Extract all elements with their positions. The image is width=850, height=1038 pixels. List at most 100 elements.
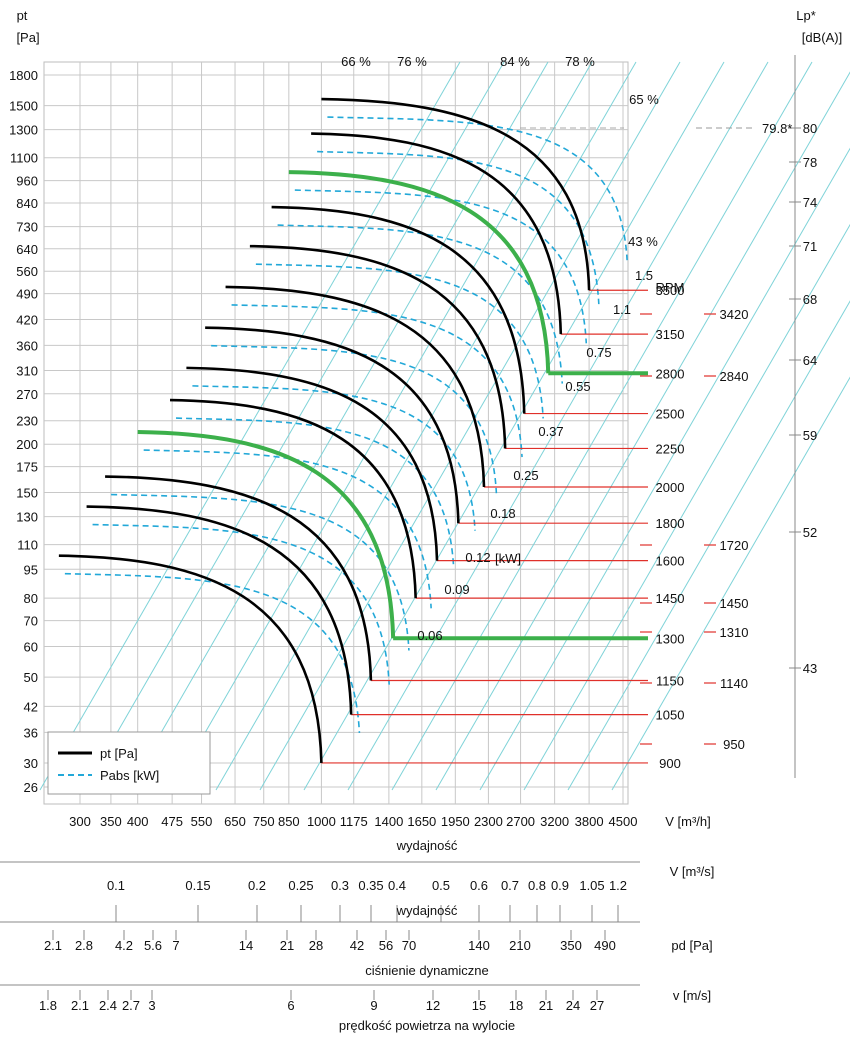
scale-tick-label: 490 [594, 938, 616, 953]
rpm-value-label: 2000 [656, 480, 685, 495]
efficiency-label: 78 % [565, 54, 595, 69]
y-tick-label: 360 [16, 338, 38, 353]
legend-box [47, 731, 211, 795]
power-label: 1.5 [635, 268, 653, 283]
side-rpm-label: 950 [723, 737, 745, 752]
system-line [83, 61, 505, 791]
power-curve-1600 [192, 385, 476, 531]
x-tick-label: 350 [100, 814, 122, 829]
pressure-curve-2500 [271, 205, 526, 414]
efficiency-label: 66 % [341, 54, 371, 69]
pd-scale-unit: pd [Pa] [671, 938, 712, 953]
scale-tick-label: 5.6 [144, 938, 162, 953]
rpm-value-label: 2800 [656, 366, 685, 381]
scale-tick-label: 2.7 [122, 998, 140, 1013]
rpm-value-label: 1450 [656, 591, 685, 606]
x-tick-label: 1400 [374, 814, 403, 829]
power-label: 0.06 [417, 628, 442, 643]
scale-tick-label: 0.4 [388, 878, 406, 893]
scale-tick-label: 4.2 [115, 938, 133, 953]
power-curve-2800 [294, 189, 588, 344]
system-line [435, 71, 850, 791]
scale-tick-label: 2.4 [99, 998, 117, 1013]
y-tick-label: 70 [24, 614, 38, 629]
y-tick-label: 1800 [9, 68, 38, 83]
y-tick-label: 270 [16, 387, 38, 402]
y-tick-label: 150 [16, 486, 38, 501]
system-line [479, 147, 850, 791]
system-line [611, 376, 850, 791]
rpm-value-label: 3500 [656, 283, 685, 298]
y-tick-label: 1500 [9, 99, 38, 114]
power-label: 0.37 [538, 424, 563, 439]
system-line [303, 61, 725, 791]
velocity-scale-unit: v [m/s] [673, 988, 711, 1003]
pressure-curve-2250 [249, 244, 507, 449]
right-axis-label: Lp* [796, 8, 816, 23]
noise-ref-label: 79.8* [762, 121, 792, 136]
scale-tick-label: 21 [539, 998, 553, 1013]
rpm-value-label: 1150 [656, 674, 684, 689]
y-tick-label: 230 [16, 414, 38, 429]
scale-tick-label: 2.8 [75, 938, 93, 953]
flow-scale-ticks: 0.1 0.15 0.2 0.25 0.3 0.35 0.4 0.5 0.6 0.7 0.8 0.9 1… [107, 878, 627, 922]
rpm-value-label: 1600 [656, 554, 685, 569]
flow-scale-unit: V [m³/s] [670, 864, 715, 879]
x-tick-label: 1175 [340, 814, 368, 829]
scale-tick-label: 1.05 [579, 878, 604, 893]
pressure-curve-900 [58, 554, 323, 763]
velocity-scale-title: prędkość powietrza na wylocie [339, 1018, 515, 1033]
y-tick-label: 310 [16, 364, 38, 379]
right-axis-unit: [dB(A)] [802, 30, 842, 45]
system-line [523, 223, 850, 791]
pressure-curve-1150 [105, 475, 373, 681]
efficiency-label: 76 % [397, 54, 427, 69]
rpm-value-label: 2500 [656, 407, 685, 422]
scale-tick-label: 24 [566, 998, 580, 1013]
system-line [347, 61, 769, 791]
scale-tick-label: 2.1 [71, 998, 89, 1013]
scale-tick-label: 140 [468, 938, 490, 953]
power-label: 0.12 [465, 550, 490, 565]
x-tick-label: 1000 [307, 814, 336, 829]
right-axis-tick-label: 64 [803, 353, 817, 368]
right-axis-tick-label: 80 [803, 121, 817, 136]
x-tick-label: 475 [161, 814, 183, 829]
right-axis-tick-label: 78 [803, 155, 817, 170]
y-tick-label: 490 [16, 287, 38, 302]
efficiency-label: 84 % [500, 54, 530, 69]
x-tick-label: 2700 [506, 814, 535, 829]
right-axis-tick-label: 43 [803, 661, 817, 676]
scale-tick-label: 0.7 [501, 878, 519, 893]
power-label: 0.09 [444, 582, 469, 597]
velocity-scale-ticks: 1.8 2.1 2.4 2.7 3 6 9 12 15 18 21 24 27 [39, 990, 604, 1013]
pressure-curve-1300 [137, 430, 396, 639]
y-tick-label: 175 [16, 460, 38, 475]
power-curve-2500 [277, 224, 564, 384]
scale-tick-label: 0.9 [551, 878, 569, 893]
right-axis-tick-label: 71 [803, 239, 817, 254]
y-tick-label: 30 [24, 756, 38, 771]
scale-tick-label: 21 [280, 938, 294, 953]
power-label: 1.1 [613, 302, 631, 317]
rpm-title: RPM [656, 280, 685, 295]
scale-tick-label: 42 [350, 938, 364, 953]
right-axis-tick-label: 59 [803, 428, 817, 443]
x-axis-unit: V [m³/h] [665, 814, 711, 829]
scale-tick-label: 350 [560, 938, 582, 953]
power-label: 0.55 [565, 379, 590, 394]
y-tick-label: 730 [16, 220, 38, 235]
power-curve-1800 [211, 344, 498, 494]
y-tick-label: 840 [16, 196, 38, 211]
y-tick-label: 420 [16, 313, 38, 328]
side-rpm-label: 1720 [720, 538, 749, 553]
scale-tick-label: 3 [148, 998, 155, 1013]
scale-tick-label: 0.5 [432, 878, 450, 893]
y-tick-label: 560 [16, 264, 38, 279]
power-curve-1450 [175, 417, 455, 569]
scale-tick-label: 0.35 [358, 878, 383, 893]
side-rpm-label: 1140 [720, 676, 748, 691]
y-tick-label: 80 [24, 591, 38, 606]
legend-pabs-label: Pabs [kW] [100, 768, 159, 783]
flow-scale-title: wydajność [396, 903, 458, 918]
